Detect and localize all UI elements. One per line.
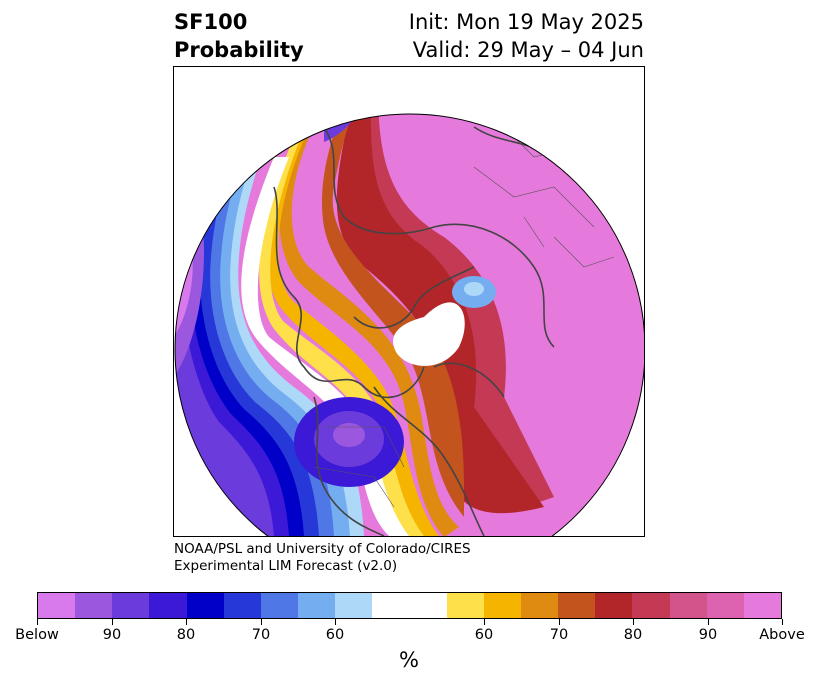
colorbar-tick bbox=[633, 619, 634, 625]
colorbar-segment bbox=[706, 593, 744, 618]
colorbar-segment bbox=[521, 593, 559, 618]
colorbar bbox=[37, 592, 782, 619]
forecast-dates: Init: Mon 19 May 2025 Valid: 29 May – 04… bbox=[409, 8, 644, 64]
credit-line-2: Experimental LIM Forecast (v2.0) bbox=[174, 558, 398, 574]
colorbar-segment bbox=[632, 593, 670, 618]
colorbar-tick bbox=[112, 619, 113, 625]
colorbar-unit-label: % bbox=[399, 648, 419, 672]
probability-field bbox=[175, 114, 644, 536]
variable-name: SF100 bbox=[174, 10, 248, 34]
colorbar-tick bbox=[37, 619, 38, 625]
colorbar-segment bbox=[335, 593, 373, 618]
credit-text: NOAA/PSL and University of Colorado/CIRE… bbox=[174, 541, 471, 575]
colorbar-segment bbox=[149, 593, 187, 618]
colorbar-segment bbox=[112, 593, 150, 618]
colorbar-segment bbox=[743, 593, 782, 618]
colorbar-tick-label: Above bbox=[759, 627, 805, 643]
colorbar-segment bbox=[446, 593, 484, 618]
colorbar-tick bbox=[261, 619, 262, 625]
colorbar-tick bbox=[484, 619, 485, 625]
colorbar-tick-label: 70 bbox=[549, 627, 569, 643]
colorbar-segment bbox=[595, 593, 633, 618]
projection-boundary bbox=[174, 113, 644, 536]
product-name: Probability bbox=[174, 38, 304, 62]
colorbar-tick-label: Below bbox=[15, 627, 59, 643]
colorbar-tick bbox=[782, 619, 783, 625]
colorbar-segment bbox=[223, 593, 261, 618]
init-date: Init: Mon 19 May 2025 bbox=[408, 10, 644, 34]
colorbar-tick bbox=[335, 619, 336, 625]
colorbar-segment bbox=[38, 593, 76, 618]
colorbar-tick bbox=[708, 619, 709, 625]
credit-line-1: NOAA/PSL and University of Colorado/CIRE… bbox=[174, 541, 471, 557]
colorbar-tick-label: 80 bbox=[623, 627, 643, 643]
colorbar-tick-label: 60 bbox=[325, 627, 345, 643]
colorbar-tick bbox=[559, 619, 560, 625]
colorbar-tick-label: 90 bbox=[698, 627, 718, 643]
colorbar-tick bbox=[186, 619, 187, 625]
colorbar-tick-label: 90 bbox=[102, 627, 122, 643]
colorbar-segment bbox=[558, 593, 596, 618]
colorbar-segment bbox=[75, 593, 113, 618]
colorbar-segment bbox=[298, 593, 336, 618]
chart-title: SF100 Probability bbox=[174, 8, 304, 64]
colorbar-tick-label: 70 bbox=[251, 627, 271, 643]
colorbar-segment bbox=[483, 593, 522, 618]
valid-dates: Valid: 29 May – 04 Jun bbox=[412, 38, 644, 62]
colorbar-segment bbox=[186, 593, 224, 618]
colorbar-segment bbox=[669, 593, 707, 618]
map-panel bbox=[173, 66, 645, 537]
colorbar-segment bbox=[260, 593, 299, 618]
colorbar-segment bbox=[372, 593, 447, 618]
colorbar-tick-label: 80 bbox=[176, 627, 196, 643]
colorbar-tick-label: 60 bbox=[474, 627, 494, 643]
forecast-map bbox=[174, 113, 644, 536]
